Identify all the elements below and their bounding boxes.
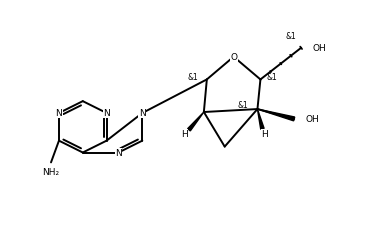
Text: OH: OH — [305, 115, 319, 124]
Text: N: N — [56, 109, 62, 118]
Text: &1: &1 — [188, 73, 198, 81]
Text: O: O — [230, 53, 237, 62]
Text: OH: OH — [312, 44, 326, 53]
Text: N: N — [103, 109, 110, 118]
Text: &1: &1 — [286, 32, 297, 41]
Text: &1: &1 — [237, 100, 248, 109]
Text: H: H — [181, 130, 187, 139]
Polygon shape — [258, 110, 295, 121]
Text: N: N — [115, 148, 122, 157]
Polygon shape — [258, 110, 264, 130]
Text: N: N — [139, 109, 146, 118]
Polygon shape — [188, 113, 204, 131]
Text: H: H — [261, 130, 268, 139]
Text: &1: &1 — [267, 73, 278, 81]
Text: NH₂: NH₂ — [43, 167, 60, 176]
